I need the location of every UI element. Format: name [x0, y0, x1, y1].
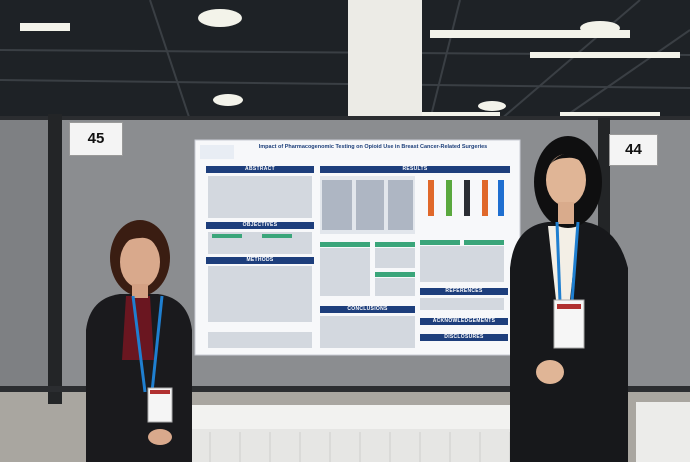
presenter-right — [510, 136, 628, 462]
side-table — [636, 402, 690, 462]
booth-number-44: 44 — [609, 134, 658, 166]
board-post-left — [48, 114, 62, 404]
poster-section-disclosures: DISCLOSURES — [420, 334, 508, 341]
poster-body — [208, 176, 504, 348]
university-logo — [200, 145, 234, 159]
poster-title: Impact of Pharmacogenomic Testing on Opi… — [258, 144, 488, 150]
presenter-left — [86, 220, 192, 462]
poster-section-objectives: OBJECTIVES — [206, 222, 314, 229]
ceiling — [0, 0, 690, 130]
poster-section-references: REFERENCES — [420, 288, 508, 295]
booth-number-45: 45 — [69, 122, 123, 156]
poster-section-methods: METHODS — [206, 257, 314, 264]
board-top-rail — [0, 116, 690, 120]
ceiling-lights — [20, 9, 680, 118]
poster-section-conclusions: CONCLUSIONS — [320, 306, 415, 313]
poster-section-results: RESULTS — [320, 166, 510, 173]
pillar — [348, 0, 422, 130]
board-bottom-rail — [0, 386, 690, 392]
poster-section-abstract: ABSTRACT — [206, 166, 314, 173]
table-top — [190, 405, 530, 429]
poster-section-acknowledgements: ACKNOWLEDGEMENTS — [420, 318, 508, 325]
